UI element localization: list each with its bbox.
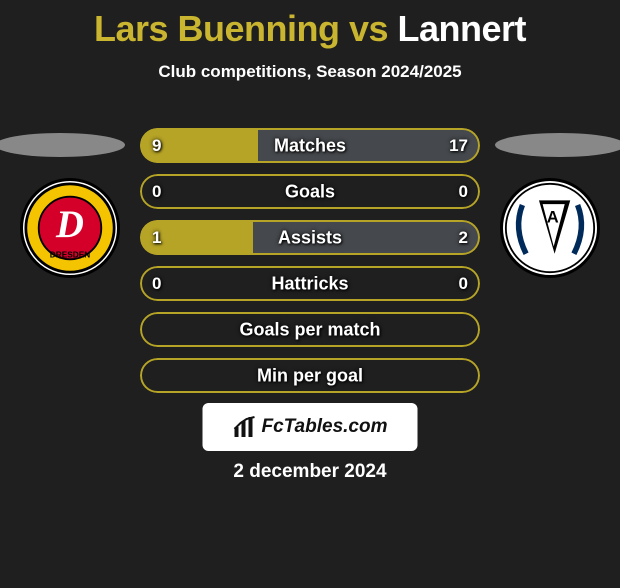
stat-row-assists: Assists1 2 [140, 220, 480, 255]
stat-value-player1: 9 [152, 136, 161, 156]
date: 2 december 2024 [0, 461, 620, 483]
stat-label: Assists [140, 227, 480, 248]
title-player2: Lannert [398, 8, 527, 49]
stat-value-player2: 17 [449, 136, 468, 156]
chart-icon [232, 415, 256, 439]
subtitle: Club competitions, Season 2024/2025 [0, 62, 620, 82]
stat-label: Goals per match [140, 319, 480, 340]
stat-value-player2: 2 [459, 228, 468, 248]
stat-row-min-per-goal: Min per goal [140, 358, 480, 393]
stat-row-goals-per-match: Goals per match [140, 312, 480, 347]
svg-text:D: D [55, 204, 84, 246]
arminia-bielefeld-icon: A [504, 182, 596, 274]
page-title: Lars Buenning vs Lannert [0, 8, 620, 50]
title-player1: Lars Buenning [94, 8, 340, 49]
dynamo-dresden-icon: D DRESDEN [24, 182, 116, 274]
club-badge-left: D DRESDEN [20, 178, 120, 278]
title-vs: vs [339, 8, 397, 49]
svg-text:DRESDEN: DRESDEN [50, 250, 90, 259]
stat-label: Min per goal [140, 365, 480, 386]
stat-value-player2: 0 [459, 274, 468, 294]
stat-value-player1: 1 [152, 228, 161, 248]
stat-value-player1: 0 [152, 182, 161, 202]
brand-text: FcTables.com [261, 416, 387, 438]
stats-container: Matches917Goals00Assists12Hattricks00Goa… [140, 128, 480, 404]
stat-label: Goals [140, 181, 480, 202]
club-badge-right: A [500, 178, 600, 278]
stat-label: Matches [140, 135, 480, 156]
stat-value-player2: 0 [459, 182, 468, 202]
stat-row-goals: Goals0 0 [140, 174, 480, 209]
stat-label: Hattricks [140, 273, 480, 294]
stat-value-player1: 0 [152, 274, 161, 294]
brand-box: FcTables.com [203, 403, 418, 451]
stat-row-matches: Matches9 17 [140, 128, 480, 163]
pedestal-shadow-right [495, 133, 620, 157]
stat-row-hattricks: Hattricks0 0 [140, 266, 480, 301]
svg-text:A: A [547, 207, 559, 226]
pedestal-shadow-left [0, 133, 125, 157]
